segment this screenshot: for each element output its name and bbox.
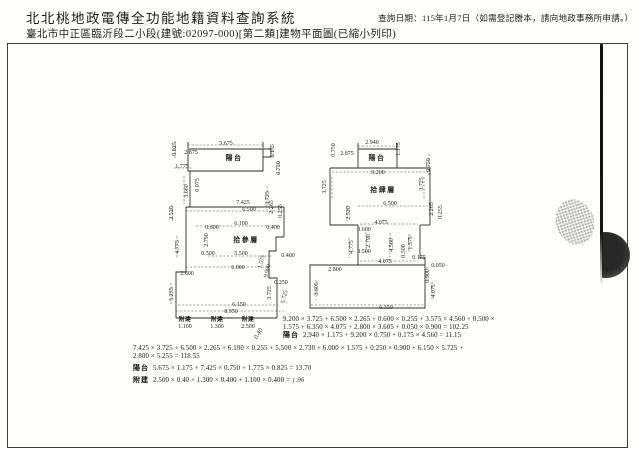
area-formula-13f-line2: 2.800 × 5.255 = 118.55 (133, 353, 200, 360)
area-formula-14f-balcony: 陽台 2.940 × 1.175 + 9.200 × 0.750 + 0.175 … (283, 331, 462, 340)
query-date-note: 查詢日期：115年1月7日（如需登記謄本，請向地政事務所申請。） (378, 13, 634, 23)
handwritten-annex-result: 1.96 (291, 376, 305, 385)
area-formula-13f-balcony: 陽台 5.675 × 1.175 + 7.425 × 0.750 + 1.775 … (133, 364, 312, 373)
document-subtitle: 臺北市中正區臨沂段二小段(建號:02097-000)[第二類]建物平面圖(已縮小… (26, 29, 397, 40)
balcony-formula-text: 2.940 × 1.175 + 9.200 × 0.750 + 0.175 × … (303, 332, 462, 339)
scan-artifact-line (600, 44, 603, 286)
area-formula-14f-line1: 9.200 × 3.725 + 6.500 × 2.265 + 0.600 × … (283, 316, 495, 323)
annex-label: 附建 (133, 376, 149, 384)
area-formula-14f-line2: 1.575 + 6.350 × 4.075 + 2.800 × 3.605 + … (283, 324, 469, 331)
annex-formula-text: 2.500 × 0.40 + 1.300 × 0.400 + 1.100 × 0… (153, 377, 290, 384)
balcony-label: 陽台 (283, 331, 299, 339)
area-formula-13f-annex: 附建 2.500 × 0.40 + 1.300 × 0.400 + 1.100 ×… (133, 376, 305, 385)
balcony-label: 陽台 (133, 364, 149, 372)
balcony-formula-text: 5.675 × 1.175 + 7.425 × 0.750 + 1.775 × … (153, 365, 312, 372)
system-title: 北北桃地政電傳全功能地籍資料查詢系統 (26, 11, 296, 26)
area-formula-13f-line1: 7.425 × 3.725 + 6.500 × 2.265 + 6.100 × … (133, 345, 464, 352)
